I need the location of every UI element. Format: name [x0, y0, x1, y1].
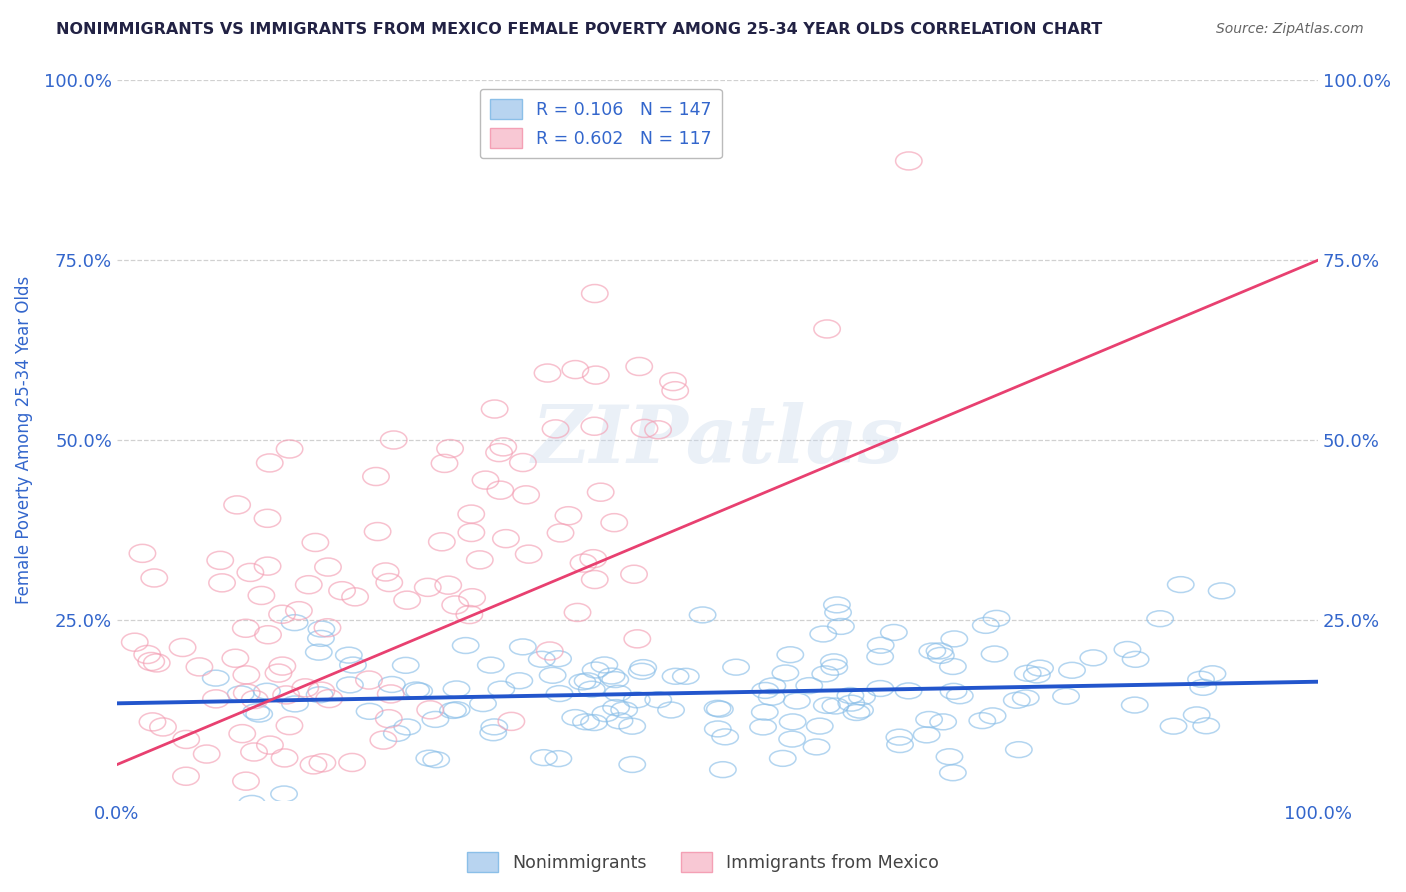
- Text: NONIMMIGRANTS VS IMMIGRANTS FROM MEXICO FEMALE POVERTY AMONG 25-34 YEAR OLDS COR: NONIMMIGRANTS VS IMMIGRANTS FROM MEXICO …: [56, 22, 1102, 37]
- Text: ZIPatlas: ZIPatlas: [531, 401, 904, 479]
- Y-axis label: Female Poverty Among 25-34 Year Olds: Female Poverty Among 25-34 Year Olds: [15, 277, 32, 605]
- Text: Source: ZipAtlas.com: Source: ZipAtlas.com: [1216, 22, 1364, 37]
- Legend: Nonimmigrants, Immigrants from Mexico: Nonimmigrants, Immigrants from Mexico: [460, 845, 946, 879]
- Legend: R = 0.106   N = 147, R = 0.602   N = 117: R = 0.106 N = 147, R = 0.602 N = 117: [479, 88, 721, 158]
